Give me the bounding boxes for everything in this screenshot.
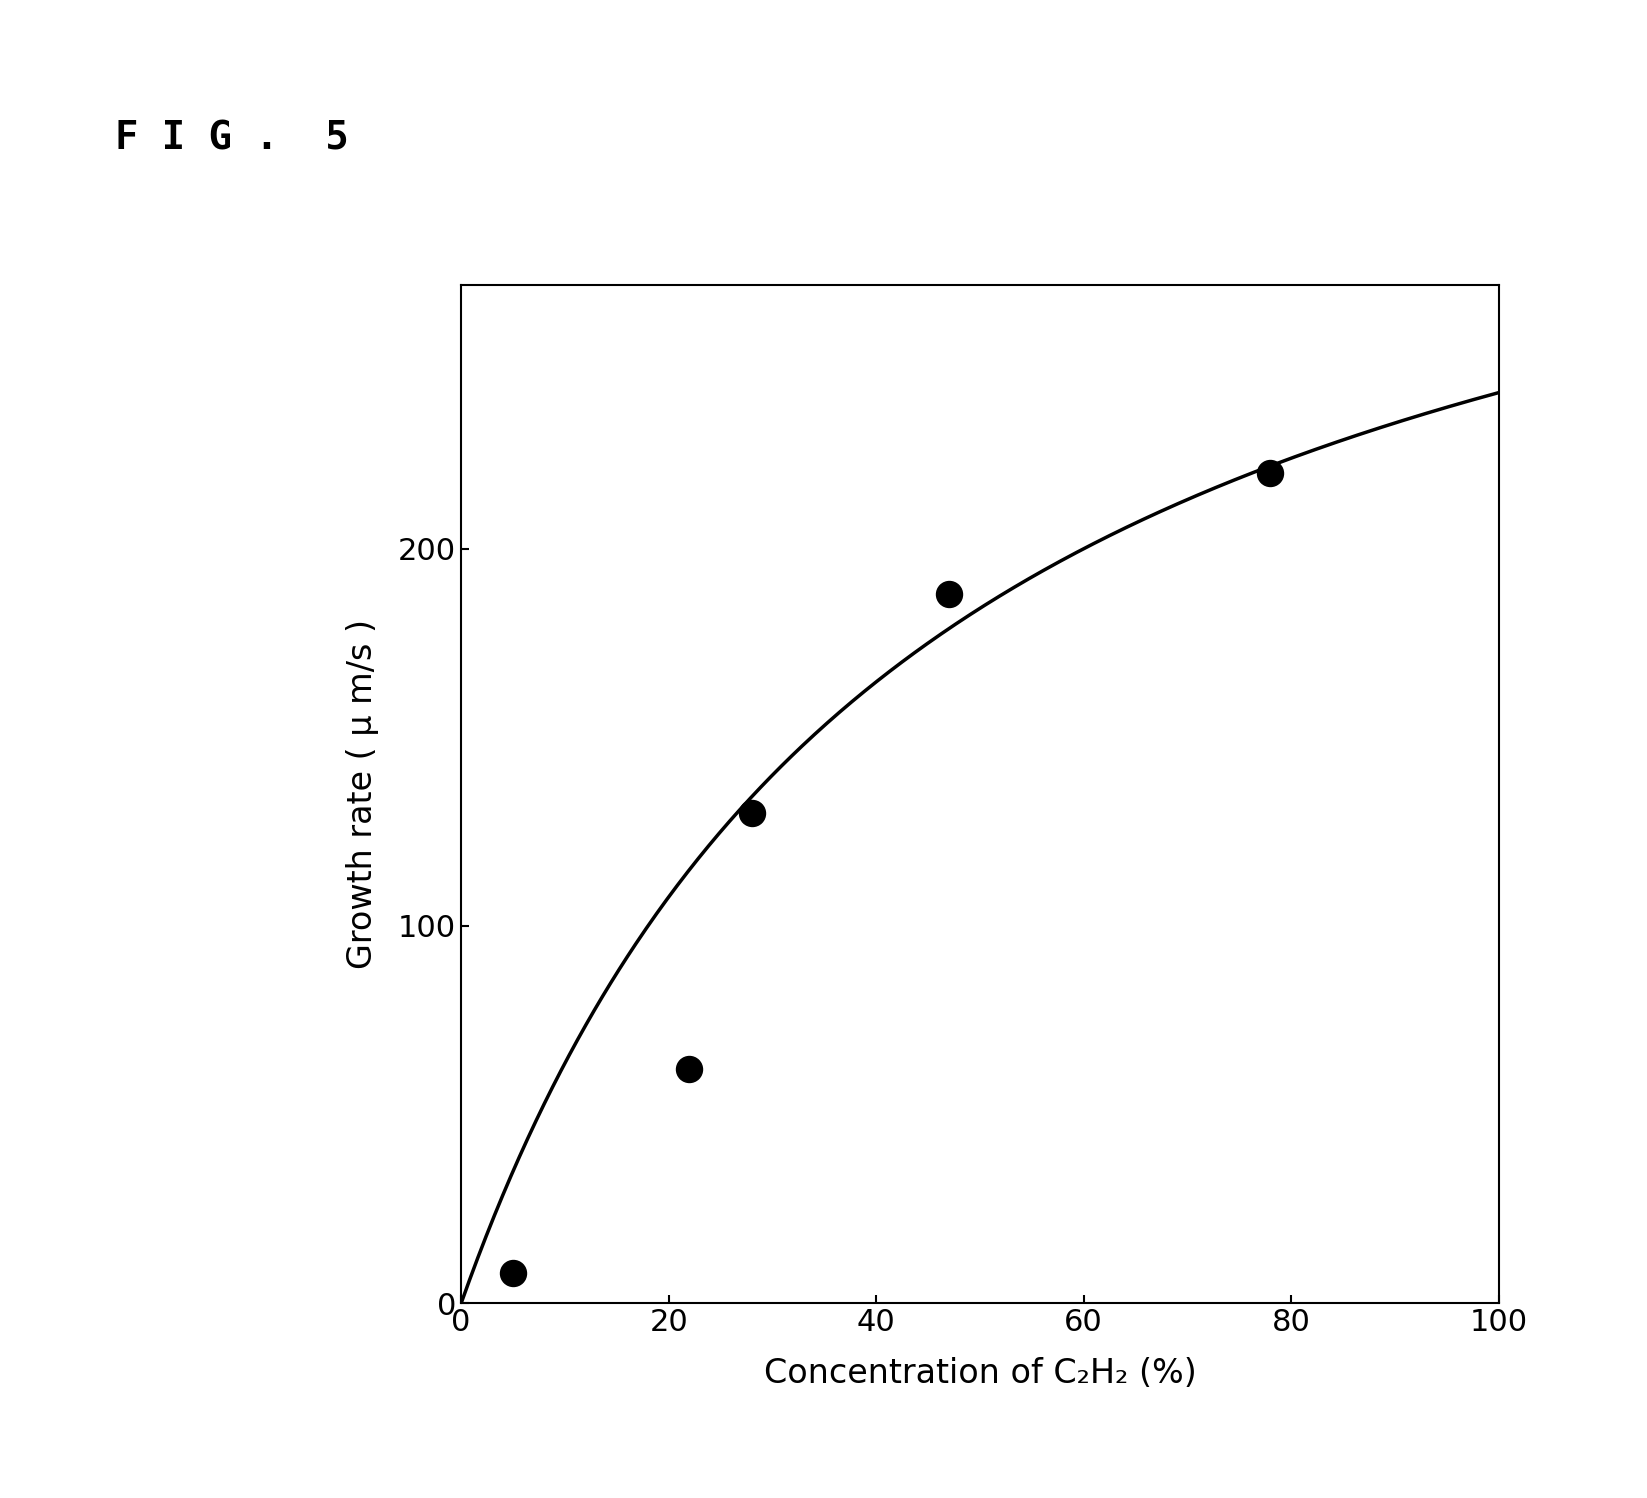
Y-axis label: Growth rate ( μ m/s ): Growth rate ( μ m/s ) [346, 619, 379, 969]
Point [677, 1058, 703, 1082]
Point [738, 801, 764, 825]
Point [1257, 461, 1283, 485]
X-axis label: Concentration of C₂H₂ (%): Concentration of C₂H₂ (%) [764, 1357, 1196, 1390]
Text: F I G .  5: F I G . 5 [115, 120, 349, 157]
Point [501, 1261, 527, 1285]
Point [935, 583, 962, 607]
